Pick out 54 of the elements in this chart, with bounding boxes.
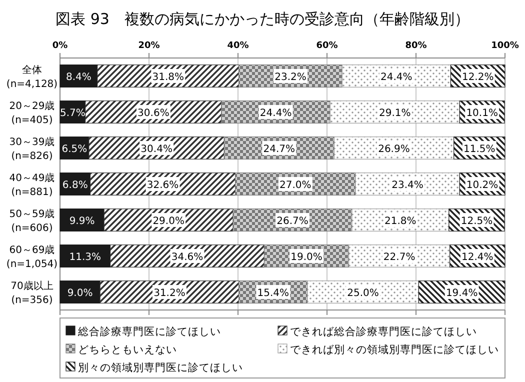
legend-label: 別々の領域別専門医に診てほしい <box>78 361 243 374</box>
data-label: 5.7% <box>60 108 86 119</box>
legend-label: できれば別々の領域別専門医に診てほしい <box>290 343 499 356</box>
legend-label: どちらともいえない <box>78 344 177 356</box>
data-label: 19.4% <box>446 288 478 299</box>
data-label: 27.0% <box>280 180 312 191</box>
y-tick-label: 全体 (n=4,128) <box>6 64 58 90</box>
chart-title: 図表 93 複数の病気にかかった時の受診意向（年齢階級別） <box>56 10 470 28</box>
data-label: 12.5% <box>460 216 493 227</box>
data-label: 12.2% <box>462 72 494 83</box>
y-tick-label: 30～39歳 (n=826) <box>9 136 55 162</box>
data-label: 11.3% <box>69 252 102 263</box>
data-label: 9.0% <box>67 288 93 299</box>
data-label: 8.4% <box>66 72 92 83</box>
data-label: 26.7% <box>276 216 308 227</box>
x-tick-label: 40% <box>227 41 249 51</box>
x-tick-label: 20% <box>138 41 160 51</box>
data-label: 24.7% <box>263 144 296 155</box>
x-tick-label: 100% <box>491 41 519 51</box>
data-label: 32.6% <box>146 180 179 191</box>
data-label: 6.8% <box>62 180 88 191</box>
x-tick-label: 0% <box>52 41 68 51</box>
data-label: 25.0% <box>347 288 379 299</box>
legend-label: 総合診療専門医に診てほしい <box>77 325 221 338</box>
data-label: 11.5% <box>464 144 496 155</box>
data-label: 29.1% <box>378 108 411 119</box>
data-label: 26.9% <box>378 144 410 155</box>
y-tick-label: 70歳以上 (n=356) <box>10 280 54 306</box>
data-label: 10.1% <box>466 108 498 119</box>
data-label: 12.4% <box>462 252 494 263</box>
x-tick-label: 60% <box>316 41 338 51</box>
data-label: 34.6% <box>171 252 204 263</box>
legend-label: できれば総合診療専門医に診てほしい <box>290 325 477 338</box>
data-label: 6.5% <box>62 144 88 155</box>
data-label: 29.0% <box>152 216 184 227</box>
y-tick-label: 40～49歳 (n=881) <box>9 172 55 198</box>
data-label: 21.8% <box>384 216 416 227</box>
data-label: 23.4% <box>392 180 424 191</box>
y-tick-label: 60～69歳 (n=1,054) <box>6 244 58 270</box>
x-tick-label: 80% <box>405 41 427 51</box>
data-label: 30.4% <box>140 144 172 155</box>
data-label: 24.4% <box>260 108 292 119</box>
y-tick-label: 20～29歳 (n=405) <box>9 100 55 126</box>
data-label: 31.2% <box>154 288 186 299</box>
data-label: 19.0% <box>290 252 322 263</box>
data-label: 30.6% <box>138 108 170 119</box>
data-label: 9.9% <box>69 216 95 227</box>
data-label: 24.4% <box>380 72 412 83</box>
data-label: 10.2% <box>466 180 498 191</box>
data-label: 15.4% <box>257 288 290 299</box>
data-label: 22.7% <box>383 252 416 263</box>
data-label: 23.2% <box>274 72 306 83</box>
y-tick-label: 50～59歳 (n=606) <box>9 208 55 234</box>
data-label: 31.8% <box>152 72 184 83</box>
